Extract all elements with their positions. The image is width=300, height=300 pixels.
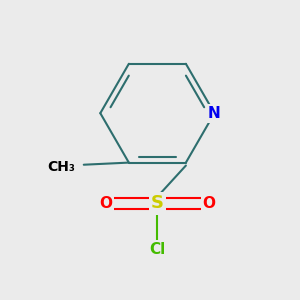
- Text: S: S: [151, 194, 164, 212]
- Text: O: O: [99, 196, 112, 211]
- Text: O: O: [202, 196, 215, 211]
- Text: Cl: Cl: [149, 242, 166, 257]
- Text: N: N: [208, 106, 221, 121]
- Text: CH₃: CH₃: [47, 160, 75, 174]
